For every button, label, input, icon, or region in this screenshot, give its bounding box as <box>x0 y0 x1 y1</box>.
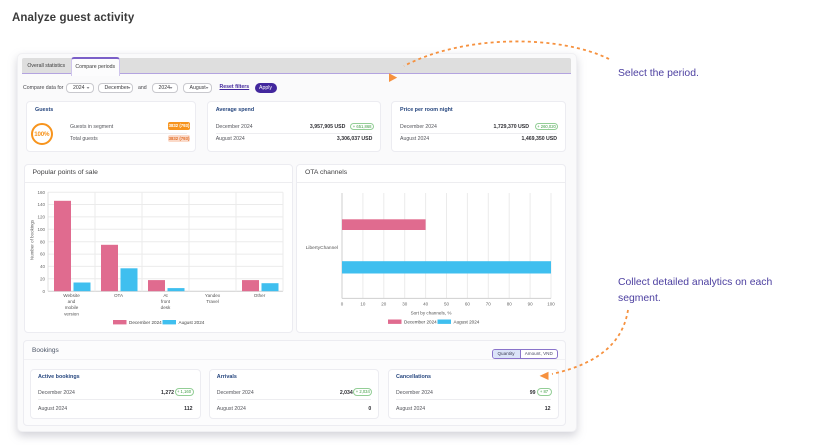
svg-text:80: 80 <box>507 302 513 307</box>
svg-text:100: 100 <box>547 302 555 307</box>
svg-text:120: 120 <box>37 215 45 220</box>
svg-text:front: front <box>160 299 170 304</box>
svg-text:At: At <box>163 293 168 298</box>
svg-text:0: 0 <box>42 289 45 294</box>
svg-text:August 2024: August 2024 <box>454 320 480 325</box>
svg-text:160: 160 <box>37 190 45 195</box>
svg-text:30: 30 <box>402 302 408 307</box>
svg-text:Other: Other <box>253 293 265 298</box>
svg-text:20: 20 <box>39 276 45 281</box>
svg-text:and: and <box>67 299 75 304</box>
svg-text:LibertyChannel: LibertyChannel <box>306 245 338 251</box>
svg-text:mobile: mobile <box>64 305 78 310</box>
svg-text:10: 10 <box>360 302 366 307</box>
svg-text:December 2024: December 2024 <box>129 320 162 325</box>
svg-text:20: 20 <box>381 302 387 307</box>
svg-text:Yandex: Yandex <box>204 293 220 298</box>
svg-text:70: 70 <box>486 302 492 307</box>
svg-text:60: 60 <box>39 252 45 257</box>
svg-text:80: 80 <box>39 239 45 244</box>
svg-text:90: 90 <box>528 302 534 307</box>
svg-text:40: 40 <box>39 264 45 269</box>
svg-text:OTA: OTA <box>113 293 123 298</box>
svg-text:Number of bookings: Number of bookings <box>29 219 34 260</box>
svg-text:40: 40 <box>423 302 429 307</box>
svg-text:60: 60 <box>465 302 471 307</box>
svg-text:100: 100 <box>37 227 45 232</box>
svg-text:50: 50 <box>444 302 450 307</box>
svg-text:desk: desk <box>160 305 170 310</box>
svg-text:140: 140 <box>37 202 45 207</box>
svg-text:December 2024: December 2024 <box>404 320 437 325</box>
svg-text:version: version <box>64 311 79 316</box>
svg-text:Website: Website <box>63 293 80 298</box>
svg-text:Sort by channels, %: Sort by channels, % <box>411 311 452 316</box>
svg-text:Travel: Travel <box>206 299 219 304</box>
svg-text:August 2024: August 2024 <box>178 320 204 325</box>
svg-text:0: 0 <box>341 302 344 307</box>
